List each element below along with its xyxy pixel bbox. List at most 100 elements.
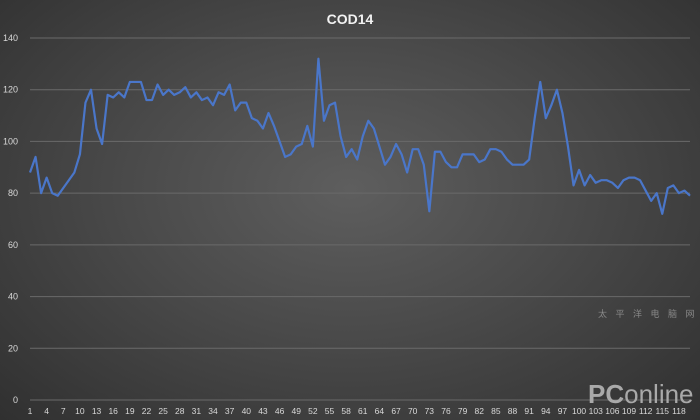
data-point [433,150,436,153]
data-point [34,155,37,158]
x-tick-label: 85 [491,406,501,416]
data-point [489,148,492,151]
data-point [417,148,420,151]
x-tick-label: 55 [325,406,335,416]
x-tick-label: 7 [61,406,66,416]
data-point [173,93,176,96]
data-point [145,99,148,102]
data-point [594,181,597,184]
x-tick-label: 106 [605,406,619,416]
data-point [395,143,398,146]
data-point [422,163,425,166]
x-tick-label: 31 [192,406,202,416]
data-point [383,163,386,166]
data-point [178,91,181,94]
x-tick-label: 112 [639,406,653,416]
data-point [389,155,392,158]
x-tick-label: 58 [341,406,351,416]
data-point [90,88,93,91]
data-point [45,176,48,179]
data-point [223,93,226,96]
x-tick-label: 109 [622,406,636,416]
watermark-logo: PConline [588,379,694,409]
x-tick-label: 25 [158,406,168,416]
data-point [666,186,669,189]
data-point [206,96,209,99]
data-point [117,91,120,94]
data-point [511,163,514,166]
pconline-watermark: 太 平 洋 电 脑 网 PConline [588,308,695,409]
chart-title: COD14 [327,11,374,27]
data-point [195,91,198,94]
x-axis-ticks: 1 4 7 10 13 16 19 22 25 28 31 34 37 40 43 46 49 52 55 58 61 6… [28,406,686,416]
data-point [500,150,503,153]
data-point [56,194,59,197]
data-point [406,171,409,174]
data-point [289,153,292,156]
x-tick-label: 19 [125,406,135,416]
data-point [101,143,104,146]
data-point [51,192,54,195]
data-point [555,88,558,91]
data-point [267,111,270,114]
x-tick-label: 76 [441,406,451,416]
x-tick-label: 13 [92,406,102,416]
data-point [428,210,431,213]
data-point [517,163,520,166]
x-tick-label: 49 [291,406,301,416]
data-point [361,135,364,138]
data-point [644,189,647,192]
data-point [139,80,142,83]
y-tick-label: 120 [3,85,18,95]
data-point [528,158,531,161]
data-point [162,93,165,96]
data-point [461,153,464,156]
data-point [494,148,497,151]
x-tick-label: 10 [75,406,85,416]
x-tick-label: 79 [458,406,468,416]
data-point [683,189,686,192]
data-point [167,88,170,91]
data-point [622,179,625,182]
data-point [345,155,348,158]
data-point [245,101,248,104]
y-tick-label: 100 [3,136,18,146]
x-tick-label: 52 [308,406,318,416]
x-tick-label: 97 [558,406,568,416]
data-point [456,166,459,169]
data-point [561,111,564,114]
x-tick-label: 34 [208,406,218,416]
x-tick-label: 40 [242,406,252,416]
data-point [350,148,353,151]
data-point [306,124,309,127]
data-point [250,117,253,120]
data-point [156,83,159,86]
data-point [184,86,187,89]
data-point [95,127,98,130]
data-point [472,153,475,156]
data-point [400,153,403,156]
x-tick-label: 64 [375,406,385,416]
data-point [67,179,70,182]
data-point [78,153,81,156]
data-point [261,127,264,130]
data-point [444,161,447,164]
x-tick-label: 115 [655,406,669,416]
data-point [627,176,630,179]
data-point [378,145,381,148]
data-point [200,99,203,102]
x-tick-label: 82 [475,406,485,416]
x-tick-label: 91 [524,406,534,416]
data-point [151,99,154,102]
y-axis-ticks: 0 20 40 60 80 100 120 140 [3,33,18,405]
data-point [450,166,453,169]
x-tick-label: 103 [589,406,603,416]
data-point [655,192,658,195]
y-tick-label: 80 [8,188,18,198]
data-point [639,179,642,182]
data-point [356,158,359,161]
data-point [123,96,126,99]
data-point [372,127,375,130]
data-point [478,161,481,164]
